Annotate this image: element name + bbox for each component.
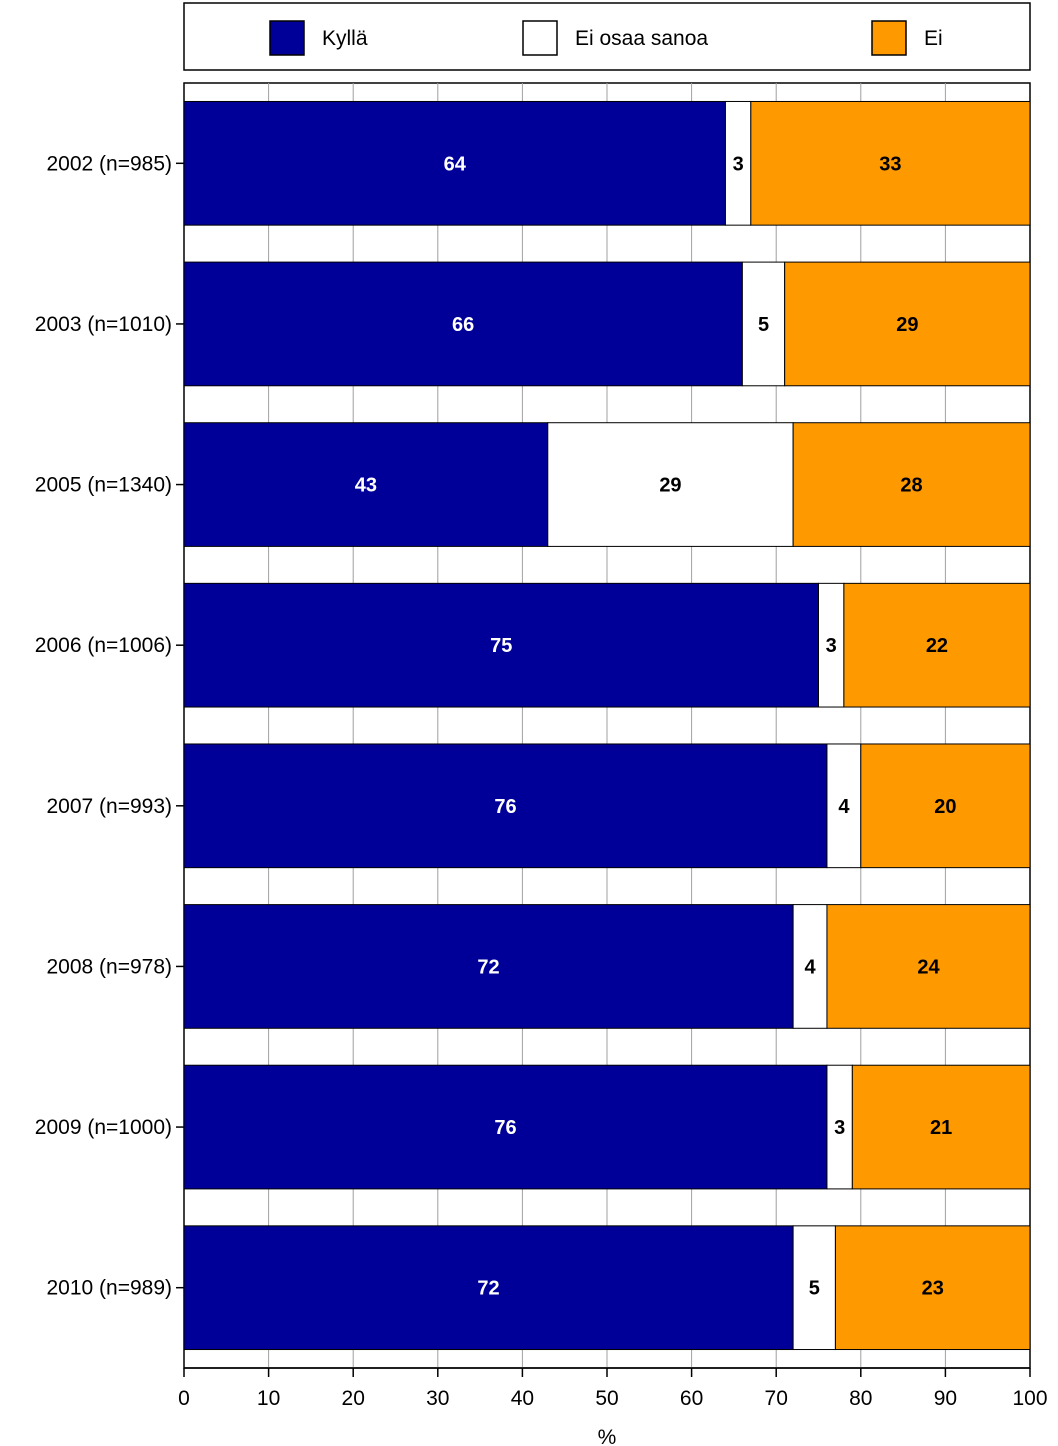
bar-segment [834, 1225, 1031, 1351]
legend-label: Ei [924, 27, 943, 50]
data-label: 21 [930, 1117, 952, 1139]
legend-swatch [522, 20, 558, 56]
bar-segment [183, 743, 828, 869]
data-label: 33 [879, 153, 901, 175]
y-category-label: 2006 (n=1006) [35, 634, 172, 657]
data-label: 3 [826, 635, 837, 657]
data-label: 72 [477, 1278, 499, 1300]
x-tick-label: 70 [765, 1387, 788, 1410]
bar-segment [183, 1064, 828, 1190]
data-label: 4 [804, 956, 816, 978]
x-axis-label: % [598, 1426, 617, 1446]
y-category-label: 2009 (n=1000) [35, 1116, 172, 1139]
data-label: 64 [444, 153, 467, 175]
y-category-label: 2008 (n=978) [46, 955, 172, 978]
y-category-label: 2005 (n=1340) [35, 474, 172, 497]
data-label: 72 [477, 956, 499, 978]
legend: Kyllä Ei osaa sanoa Ei [183, 2, 1031, 71]
bar-segment [741, 261, 786, 387]
data-label: 4 [838, 796, 850, 818]
bar-segment [784, 261, 1031, 387]
y-category-label: 2007 (n=993) [46, 795, 172, 818]
data-label: 28 [900, 475, 922, 497]
bar-segment [792, 904, 828, 1029]
x-tick-label: 60 [680, 1387, 703, 1410]
x-tick-label: 20 [342, 1387, 365, 1410]
data-label: 3 [733, 153, 744, 175]
bar-segment [851, 1064, 1031, 1190]
legend-label: Kyllä [322, 27, 368, 50]
x-axis: 0 10 20 30 40 50 60 70 80 90 100% [178, 1367, 1048, 1446]
data-label: 43 [355, 475, 377, 497]
data-label: 75 [490, 635, 512, 657]
y-category-label: 2002 (n=985) [46, 152, 172, 175]
bar-segment [750, 100, 1031, 226]
bar-segment [843, 582, 1031, 708]
data-label: 3 [834, 1117, 845, 1139]
bar-segment [826, 743, 862, 869]
bar-segment [547, 422, 794, 547]
data-label: 5 [809, 1278, 820, 1300]
x-tick-label: 80 [849, 1387, 872, 1410]
bar-segment [183, 100, 726, 226]
x-tick-label: 40 [511, 1387, 534, 1410]
bar-segment [818, 582, 845, 708]
x-tick-label: 0 [178, 1387, 190, 1410]
data-label: 29 [896, 314, 918, 336]
bar-segment [183, 582, 819, 708]
data-label: 76 [494, 796, 516, 818]
legend-swatch [871, 20, 907, 56]
bar-segment [183, 904, 794, 1029]
legend-label: Ei osaa sanoa [575, 27, 708, 50]
data-label: 66 [452, 314, 474, 336]
data-label: 24 [917, 956, 940, 978]
legend-swatch [269, 20, 305, 56]
y-axis: 2002 (n=985) 2003 (n=1010) 2005 (n=1340) 20… [35, 152, 184, 1300]
y-category-label: 2010 (n=989) [46, 1277, 172, 1300]
x-tick-label: 30 [426, 1387, 449, 1410]
bar-segment [183, 422, 549, 547]
x-tick-label: 90 [934, 1387, 957, 1410]
bar-segment [860, 743, 1031, 869]
data-label: 22 [926, 635, 948, 657]
y-category-label: 2003 (n=1010) [35, 313, 172, 336]
bar-segment [826, 904, 1031, 1029]
bar-segment [724, 100, 752, 226]
data-label: 23 [922, 1278, 944, 1300]
data-label: 5 [758, 314, 769, 336]
x-tick-label: 50 [595, 1387, 618, 1410]
bar-segment [826, 1064, 853, 1190]
bar-segment [183, 1225, 794, 1351]
data-label: 29 [659, 475, 681, 497]
data-label: 76 [494, 1117, 516, 1139]
data-label: 20 [934, 796, 956, 818]
x-tick-label: 100 [1012, 1387, 1047, 1410]
bar-segment [792, 422, 1031, 547]
x-tick-label: 10 [257, 1387, 280, 1410]
